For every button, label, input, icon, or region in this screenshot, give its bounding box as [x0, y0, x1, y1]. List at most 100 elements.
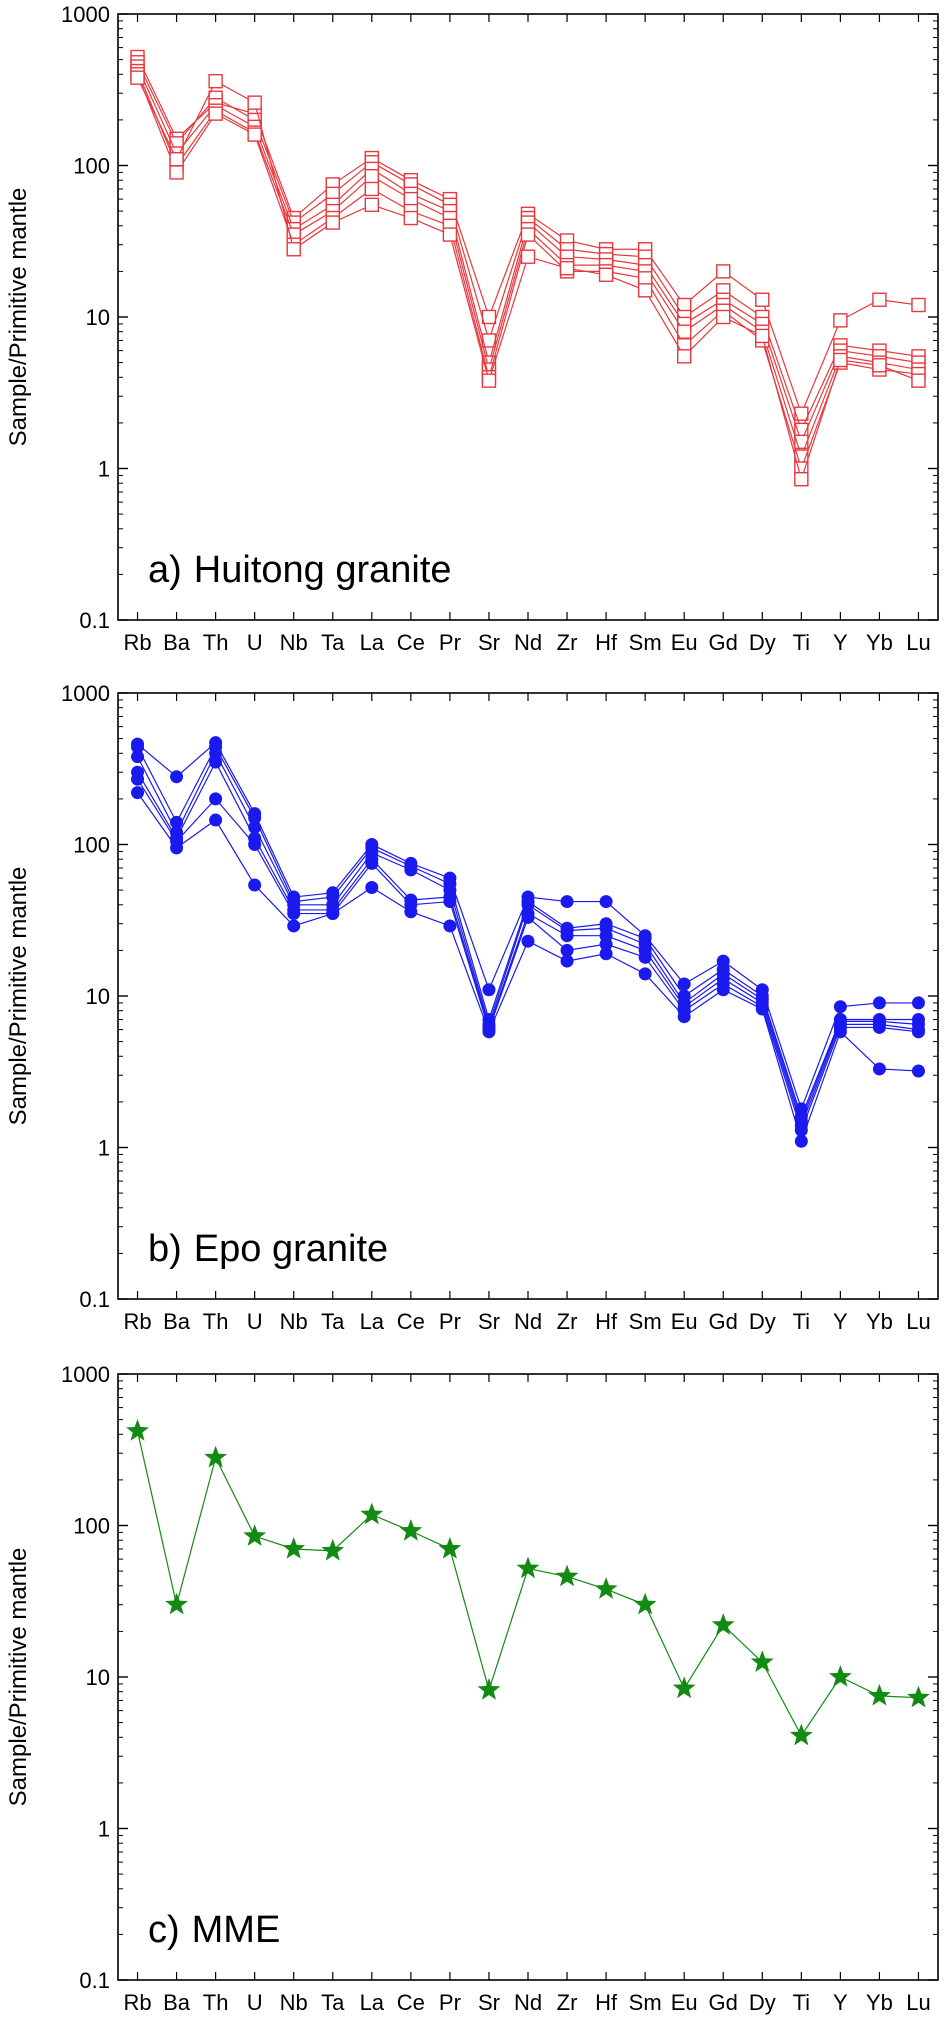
data-point: [209, 813, 223, 827]
data-point: [287, 907, 301, 921]
panel-title: b) Epo granite: [148, 1228, 388, 1270]
x-category-label: Lu: [906, 1309, 930, 1334]
data-point: [911, 1025, 925, 1039]
panel-letter: a): [148, 549, 182, 591]
data-point: [555, 1564, 579, 1587]
data-point: [247, 95, 262, 110]
series-2: [130, 55, 926, 438]
x-category-label: Eu: [671, 1990, 698, 2015]
x-category-label: Ce: [397, 1309, 425, 1334]
y-tick-label: 1: [98, 457, 110, 482]
data-point: [911, 1064, 925, 1078]
data-point: [399, 1518, 423, 1541]
x-category-label: Ce: [397, 1990, 425, 2015]
data-point: [872, 358, 887, 373]
x-category-label: La: [360, 1309, 385, 1334]
data-point: [516, 1556, 540, 1579]
data-point: [482, 1025, 496, 1039]
data-point: [755, 1002, 769, 1016]
data-point: [755, 328, 770, 344]
data-point: [286, 242, 301, 257]
data-point: [872, 996, 886, 1010]
data-point: [676, 349, 692, 364]
data-point: [560, 954, 574, 968]
y-tick-label: 10: [86, 1665, 110, 1690]
data-point: [360, 1502, 384, 1525]
x-category-label: Dy: [749, 1990, 776, 2015]
y-tick-label: 0.1: [79, 1287, 110, 1312]
data-point: [169, 165, 184, 180]
x-category-label: Ce: [397, 630, 425, 655]
x-category-label: Lu: [906, 1990, 930, 2015]
plot-frame: [117, 13, 939, 621]
data-point: [282, 1536, 306, 1559]
data-point: [755, 292, 770, 307]
series-6: [131, 786, 925, 1148]
data-point: [248, 878, 262, 892]
data-point: [321, 1538, 345, 1561]
panel-letter: b): [148, 1228, 182, 1270]
data-point: [907, 1685, 930, 1708]
x-category-label: Ba: [163, 630, 191, 655]
x-category-label: Y: [833, 1990, 848, 2015]
x-category-label: Gd: [709, 1309, 738, 1334]
x-category-label: Sm: [629, 1309, 662, 1334]
x-category-label: Pr: [439, 1990, 461, 2015]
data-point: [130, 70, 145, 85]
chart-panel-1: 0.1 1 10 100 1000 Rb Ba Th U Nb Ta La Ce Pr Sr Nd Zr Hf Sm…: [5, 2, 939, 655]
data-point: [443, 895, 457, 909]
x-category-label: Nb: [280, 1990, 308, 2015]
y-tick-label: 0.1: [79, 608, 110, 633]
data-point: [131, 750, 145, 764]
data-point: [711, 1613, 735, 1635]
panel-name: MME: [192, 1909, 281, 1951]
data-point: [794, 471, 809, 487]
x-category-label: Th: [203, 630, 229, 655]
y-tick-label: 10: [86, 984, 110, 1009]
data-point: [482, 983, 496, 997]
data-point: [243, 1524, 267, 1546]
x-category-label: Eu: [671, 630, 698, 655]
data-point: [872, 1020, 886, 1034]
data-point: [559, 260, 575, 276]
y-tick-label: 1000: [61, 1362, 110, 1387]
data-point: [911, 373, 926, 388]
series-line: [137, 741, 919, 1111]
x-category-label: Th: [203, 1309, 229, 1334]
series-6: [130, 70, 926, 487]
data-point: [833, 313, 848, 328]
x-category-label: Dy: [749, 1309, 776, 1334]
series-line: [136, 745, 919, 1119]
y-tick-label: 100: [73, 154, 110, 179]
y-tick-label: 1: [98, 1136, 110, 1161]
x-category-label: Gd: [709, 1990, 738, 2015]
data-point: [248, 820, 262, 834]
x-category-label: U: [247, 1990, 263, 2015]
data-point: [677, 1010, 691, 1024]
data-point: [126, 1419, 149, 1441]
x-category-label: Hf: [595, 1990, 618, 2015]
data-point: [521, 934, 535, 948]
plot-frame: [117, 1373, 939, 1981]
chart-panel-3: 0.1 1 10 100 1000 Rb Ba Th U Nb Ta La Ce Pr Sr Nd Zr Hf Sm…: [5, 1362, 939, 2015]
x-category-label: La: [360, 630, 385, 655]
data-point: [438, 1536, 462, 1559]
x-category-label: Yb: [866, 1309, 893, 1334]
data-point: [481, 373, 497, 388]
data-point: [208, 106, 223, 121]
x-category-label: Ti: [793, 1309, 811, 1334]
data-point: [638, 967, 652, 981]
y-axis-label: Sample/Primitive mantle: [5, 188, 32, 447]
x-category-label: Sr: [478, 630, 500, 655]
data-point: [209, 792, 223, 806]
x-category-label: Ba: [163, 1990, 191, 2015]
data-point: [828, 1665, 852, 1687]
x-category-label: Nb: [280, 1309, 308, 1334]
data-point: [594, 1577, 618, 1599]
data-point: [404, 863, 418, 877]
data-point: [599, 947, 613, 961]
data-point: [833, 1025, 847, 1039]
data-point: [248, 838, 262, 851]
x-category-label: Nd: [514, 630, 542, 655]
